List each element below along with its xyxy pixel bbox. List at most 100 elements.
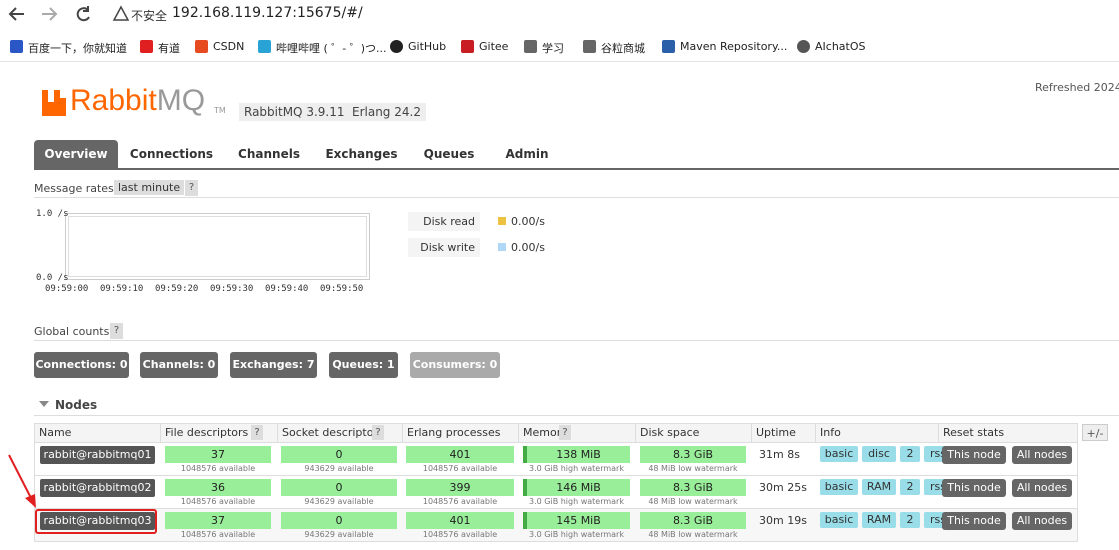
section-divider xyxy=(34,340,1119,341)
logo: RabbitMQ xyxy=(70,84,205,118)
tab[interactable]: Admin xyxy=(505,147,549,161)
bookmark[interactable]: GitHub xyxy=(408,40,447,53)
bookmark[interactable]: 学习 xyxy=(542,42,564,55)
bookmark-icon[interactable] xyxy=(10,40,23,53)
metric-bar: 0 xyxy=(281,479,397,496)
column-header: Uptime xyxy=(756,426,796,439)
reload-button[interactable] xyxy=(76,6,90,22)
node-name[interactable]: rabbit@rabbitmq03 xyxy=(40,512,155,530)
info-badge: basic xyxy=(820,479,858,495)
uptime: 30m 25s xyxy=(759,481,807,494)
metric-bar: 8.3 GiB xyxy=(640,512,746,529)
tab-active[interactable]: Overview xyxy=(34,140,118,168)
metric-bar: 0 xyxy=(281,512,397,529)
metric-bar: 37 xyxy=(165,446,271,463)
period-selector[interactable]: last minute xyxy=(114,180,185,195)
legend-value: 0.00/s xyxy=(511,215,545,228)
legend-swatch xyxy=(498,217,506,225)
section-divider xyxy=(34,415,1119,416)
metric-note: 3.0 GiB high watermark xyxy=(529,530,624,539)
columns-toggle[interactable]: +/- xyxy=(1082,424,1108,441)
collapse-toggle[interactable] xyxy=(38,398,50,410)
bookmark-icon[interactable] xyxy=(390,40,403,53)
count-button[interactable]: Exchanges: 7 xyxy=(230,352,317,378)
node-name[interactable]: rabbit@rabbitmq02 xyxy=(40,479,155,497)
trademark: TM xyxy=(214,106,226,115)
chart-plot xyxy=(68,216,367,277)
bookmark-icon[interactable] xyxy=(140,40,153,53)
count-button[interactable]: Queues: 1 xyxy=(329,352,398,378)
bookmark[interactable]: 百度一下，你就知道 xyxy=(28,42,127,55)
tab[interactable]: Queues xyxy=(423,147,475,161)
tab[interactable]: Channels xyxy=(238,147,300,161)
logo-icon xyxy=(42,90,66,116)
bookmark[interactable]: 谷粒商城 xyxy=(601,42,645,55)
info-badge: disc xyxy=(862,446,896,462)
tab[interactable]: Connections xyxy=(129,147,214,161)
metric-note: 943629 available xyxy=(304,464,374,473)
reset-button[interactable]: This node xyxy=(942,446,1006,464)
help-button[interactable]: ? xyxy=(251,425,263,440)
metric-note: 48 MiB low watermark xyxy=(648,530,738,539)
metric-bar: 0 xyxy=(281,446,397,463)
metric-note: 1048576 available xyxy=(422,464,498,473)
legend-label: Disk read xyxy=(408,212,480,231)
column-header: Erlang processes xyxy=(407,426,501,439)
bookmark[interactable]: 哔哩哔哩 ( ゜- ゜)つ... xyxy=(276,42,387,55)
bookmark-icon[interactable] xyxy=(461,40,474,53)
url[interactable]: 192.168.119.127:15675/#/ xyxy=(172,5,363,21)
reset-button[interactable]: This node xyxy=(942,479,1006,497)
info-badge: basic xyxy=(820,512,858,528)
logo-main: Rabbit xyxy=(70,84,157,117)
metric-bar: 401 xyxy=(406,512,514,529)
node-name[interactable]: rabbit@rabbitmq01 xyxy=(40,446,155,464)
bookmark[interactable]: AIchatOS xyxy=(815,40,866,53)
reset-button[interactable]: This node xyxy=(942,512,1006,530)
back-button[interactable] xyxy=(8,7,24,21)
forward-button[interactable] xyxy=(42,7,58,21)
column-header: Memory xyxy=(523,426,568,439)
chart-x-label: 09:59:00 xyxy=(45,284,89,294)
metric-note: 1048576 available xyxy=(180,530,256,539)
metric-bar: 8.3 GiB xyxy=(640,446,746,463)
help-button[interactable]: ? xyxy=(110,323,123,339)
reset-button[interactable]: All nodes xyxy=(1012,512,1072,530)
bookmark-icon[interactable] xyxy=(258,40,271,53)
help-button[interactable]: ? xyxy=(559,425,571,440)
bookmark-icon[interactable] xyxy=(583,40,596,53)
help-button[interactable]: ? xyxy=(185,180,198,196)
metric-note: 1048576 available xyxy=(180,464,256,473)
reset-button[interactable]: All nodes xyxy=(1012,479,1072,497)
metric-bar: 399 xyxy=(406,479,514,496)
metric-note: 3.0 GiB high watermark xyxy=(529,464,624,473)
help-button[interactable]: ? xyxy=(372,425,384,440)
metric-bar: 401 xyxy=(406,446,514,463)
count-button[interactable]: Channels: 0 xyxy=(140,352,218,378)
column-header: File descriptors xyxy=(165,426,249,439)
annotation-arrow xyxy=(8,454,36,508)
chart-x-label: 09:59:30 xyxy=(210,284,254,294)
logo-suffix: MQ xyxy=(156,84,206,117)
count-button[interactable]: Connections: 0 xyxy=(34,352,129,378)
count-button[interactable]: Consumers: 0 xyxy=(410,352,500,378)
chart-x-label: 09:59:20 xyxy=(155,284,199,294)
bookmark[interactable]: Gitee xyxy=(479,40,509,53)
bookmark[interactable]: 有道 xyxy=(158,42,180,55)
browser-chrome xyxy=(0,0,1119,62)
metric-note: 48 MiB low watermark xyxy=(648,464,738,473)
metric-note: 1048576 available xyxy=(180,497,256,506)
metric-note: 943629 available xyxy=(304,530,374,539)
metric-bar: 138 MiB xyxy=(523,446,630,463)
reset-button[interactable]: All nodes xyxy=(1012,446,1072,464)
bookmark-icon[interactable] xyxy=(662,40,675,53)
bookmark-icon[interactable] xyxy=(524,40,537,53)
bookmark-icon[interactable] xyxy=(797,40,810,53)
info-badge: RAM xyxy=(862,512,896,528)
browser-icons xyxy=(8,5,130,22)
bookmark[interactable]: Maven Repository... xyxy=(680,40,788,53)
rate-chart xyxy=(65,213,370,280)
bookmark[interactable]: CSDN xyxy=(213,40,245,53)
tab[interactable]: Exchanges xyxy=(325,147,398,161)
bookmark-icon[interactable] xyxy=(195,40,208,53)
